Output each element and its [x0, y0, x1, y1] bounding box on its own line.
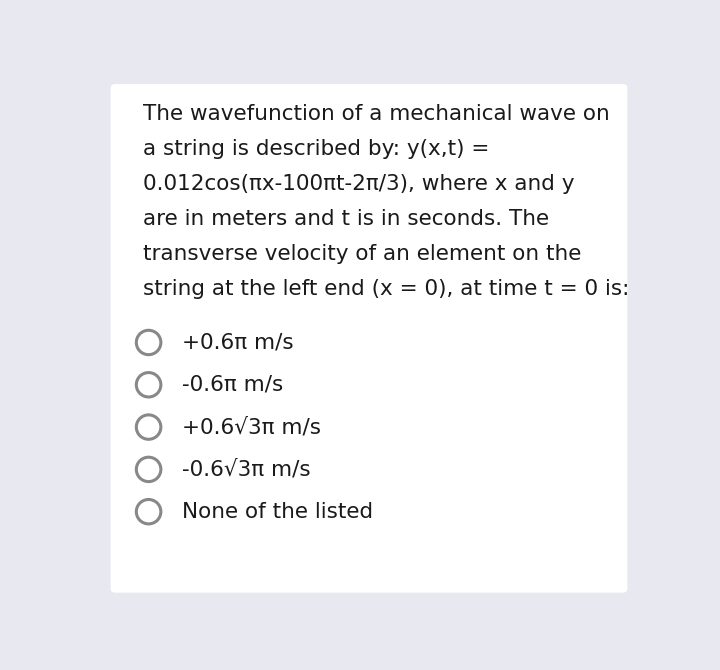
Ellipse shape: [136, 500, 161, 524]
Text: -0.6√3π m/s: -0.6√3π m/s: [182, 460, 311, 480]
Text: a string is described by: y(x,t) =: a string is described by: y(x,t) =: [143, 139, 490, 159]
FancyBboxPatch shape: [111, 84, 627, 593]
Text: The wavefunction of a mechanical wave on: The wavefunction of a mechanical wave on: [143, 104, 610, 124]
Ellipse shape: [136, 373, 161, 397]
Text: are in meters and t is in seconds. The: are in meters and t is in seconds. The: [143, 209, 549, 229]
Text: -0.6π m/s: -0.6π m/s: [182, 375, 284, 395]
Ellipse shape: [136, 330, 161, 354]
Text: None of the listed: None of the listed: [182, 502, 373, 522]
Text: string at the left end (x = 0), at time t = 0 is:: string at the left end (x = 0), at time …: [143, 279, 629, 299]
Text: +0.6√3π m/s: +0.6√3π m/s: [182, 417, 321, 437]
Text: transverse velocity of an element on the: transverse velocity of an element on the: [143, 244, 581, 264]
Ellipse shape: [136, 457, 161, 482]
Ellipse shape: [136, 415, 161, 440]
Text: +0.6π m/s: +0.6π m/s: [182, 332, 294, 352]
Text: 0.012cos(πx-100πt-2π/3), where x and y: 0.012cos(πx-100πt-2π/3), where x and y: [143, 174, 575, 194]
